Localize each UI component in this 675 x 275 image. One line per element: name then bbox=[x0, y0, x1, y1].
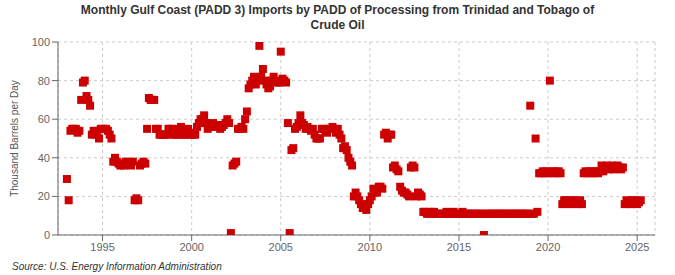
svg-text:2000: 2000 bbox=[179, 241, 203, 253]
svg-text:2010: 2010 bbox=[358, 241, 382, 253]
svg-text:20: 20 bbox=[38, 190, 50, 202]
svg-text:100: 100 bbox=[32, 36, 50, 48]
svg-text:0: 0 bbox=[44, 229, 50, 241]
html-text:Crude Oil: Crude Oil bbox=[310, 18, 365, 32]
svg-text:40: 40 bbox=[38, 152, 50, 164]
svg-text:2015: 2015 bbox=[447, 241, 471, 253]
svg-text:2005: 2005 bbox=[269, 241, 293, 253]
svg-text:2025: 2025 bbox=[625, 241, 649, 253]
svg-text:1995: 1995 bbox=[90, 241, 114, 253]
html-text:Source: U.S. Energy Informatio: Source: U.S. Energy Information Administ… bbox=[12, 261, 222, 272]
svg-text:Thousand Barrels per Day: Thousand Barrels per Day bbox=[9, 80, 20, 197]
svg-text:60: 60 bbox=[38, 113, 50, 125]
svg-text:80: 80 bbox=[38, 75, 50, 87]
svg-text:2020: 2020 bbox=[536, 241, 560, 253]
html-text:Monthly Gulf Coast (PADD 3) Im: Monthly Gulf Coast (PADD 3) Imports by P… bbox=[80, 3, 595, 17]
